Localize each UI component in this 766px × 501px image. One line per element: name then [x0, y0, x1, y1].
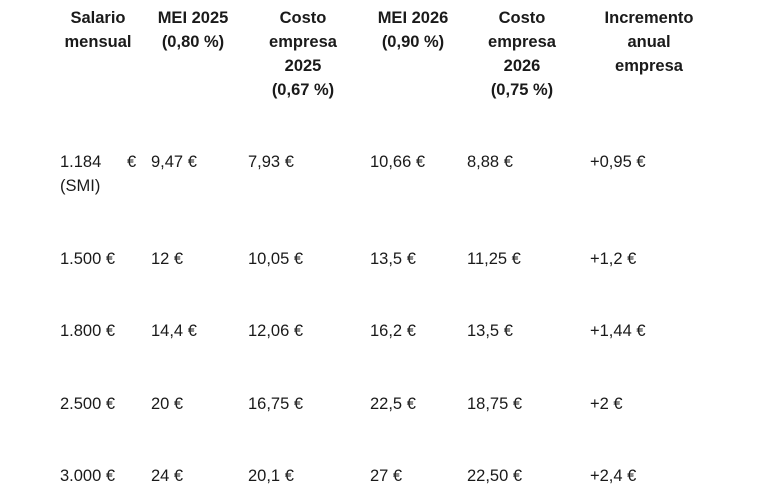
cell-salario: 3.000 € — [60, 467, 116, 485]
header-line: empresa — [615, 57, 683, 75]
cell-mei-2025: 9,47 € — [151, 153, 197, 171]
cell-incremento: +2 € — [590, 395, 623, 413]
cell-incremento: +0,95 € — [590, 153, 646, 171]
header-costo-2026: Costo empresa 2026 (0,75 %) — [474, 6, 570, 102]
header-line: 2026 — [503, 57, 541, 75]
header-line: Costo — [498, 9, 546, 27]
cell-costo-2025: 10,05 € — [248, 250, 304, 268]
cell-costo-2025: 7,93 € — [248, 153, 294, 171]
cell-incremento: +2,4 € — [590, 467, 637, 485]
header-costo-2025: Costo empresa 2025 (0,67 %) — [255, 6, 351, 102]
cell-mei-2025: 14,4 € — [151, 322, 197, 340]
cell-salario: 2.500 € — [60, 395, 116, 413]
cell-costo-2026: 22,50 € — [467, 467, 523, 485]
cell-mei-2026: 10,66 € — [370, 153, 426, 171]
header-line: (0,90 %) — [381, 33, 445, 51]
header-line: Costo — [279, 9, 327, 27]
header-line: MEI 2025 — [157, 9, 229, 27]
header-line: empresa — [488, 33, 556, 51]
header-line: (0,75 %) — [490, 81, 554, 99]
header-incremento: Incremento anual empresa — [590, 6, 708, 78]
cell-costo-2025: 16,75 € — [248, 395, 304, 413]
cell-salario: 1.500 € — [60, 250, 116, 268]
salario-note: (SMI) — [60, 177, 101, 195]
header-line: Salario — [70, 9, 126, 27]
cell-mei-2026: 22,5 € — [370, 395, 416, 413]
cell-costo-2026: 18,75 € — [467, 395, 523, 413]
cell-salario: 1.184 (SMI) — [60, 150, 101, 198]
cell-costo-2026: 13,5 € — [467, 322, 513, 340]
cell-costo-2025: 12,06 € — [248, 322, 304, 340]
header-line: 2025 — [284, 57, 322, 75]
cell-incremento: +1,44 € — [590, 322, 646, 340]
salario-value: 1.184 — [60, 153, 102, 171]
header-line: empresa — [269, 33, 337, 51]
cell-costo-2026: 8,88 € — [467, 153, 513, 171]
header-line: MEI 2026 — [377, 9, 449, 27]
cell-salario: 1.800 € — [60, 322, 116, 340]
header-mei-2026: MEI 2026 (0,90 %) — [367, 6, 459, 54]
cell-mei-2026: 27 € — [370, 467, 403, 485]
salario-euro: € — [127, 153, 137, 171]
cell-mei-2025: 24 € — [151, 467, 184, 485]
cell-mei-2026: 13,5 € — [370, 250, 416, 268]
header-line: anual — [627, 33, 671, 51]
header-salario: Salario mensual — [54, 6, 142, 54]
header-line: mensual — [64, 33, 132, 51]
header-line: (0,67 %) — [271, 81, 335, 99]
header-line: (0,80 %) — [161, 33, 225, 51]
cell-mei-2025: 20 € — [151, 395, 184, 413]
cell-incremento: +1,2 € — [590, 250, 637, 268]
cell-mei-2025: 12 € — [151, 250, 184, 268]
cell-costo-2025: 20,1 € — [248, 467, 294, 485]
cell-costo-2026: 11,25 € — [467, 250, 521, 268]
header-line: Incremento — [604, 9, 694, 27]
header-mei-2025: MEI 2025 (0,80 %) — [148, 6, 238, 54]
cell-mei-2026: 16,2 € — [370, 322, 416, 340]
